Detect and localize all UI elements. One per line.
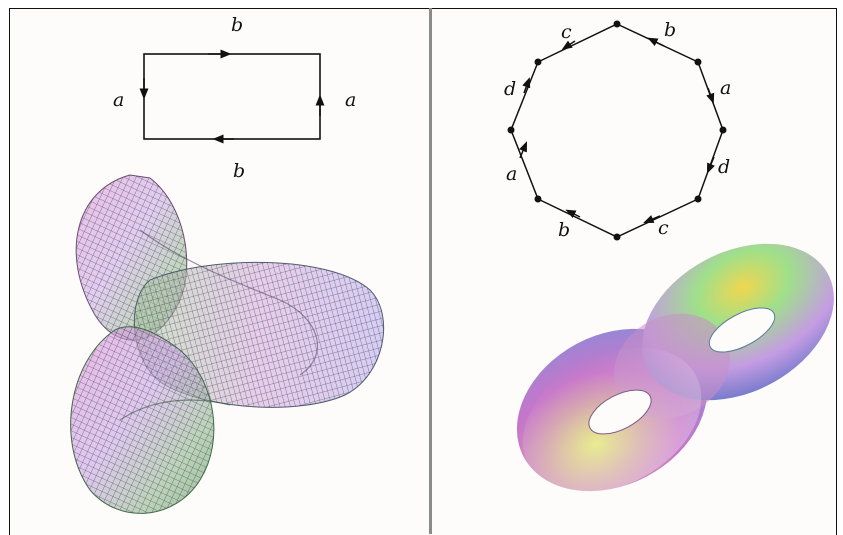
vertex [534,195,542,203]
square-label-left: a [113,89,124,111]
octagon-label: b [558,219,570,241]
octagon-outline [510,23,724,238]
square-label-bottom: b [233,160,245,182]
vertex [613,20,621,28]
vertex [694,58,702,66]
klein-bottle-wireframe-icon [70,174,385,514]
edge-arrow [706,87,715,104]
vertex [534,58,542,66]
octagon-label: a [506,163,517,185]
panel-divider [429,8,432,534]
octagon-label: d [718,156,730,178]
edge-arrow [561,40,576,50]
edge-arrow [522,77,531,94]
octagon-label: c [658,217,669,239]
vertex [507,126,515,134]
octagon-label: d [504,78,516,100]
square-diagram: b b a a [113,14,356,182]
edge-arrow [565,209,581,219]
edge-arrow [706,156,715,174]
vertex [719,126,727,134]
vertex [613,233,621,241]
octagon-diagram: b a d c b a d c [504,19,731,241]
octagon-label: c [561,21,572,43]
torus-hole-icon [708,307,776,353]
double-torus-icon [516,243,834,493]
torus-hole-icon [588,389,652,435]
edge-arrow [647,37,665,47]
octagon-label: b [664,19,676,41]
edge-arrow [519,141,528,159]
square-label-top: b [231,14,243,36]
edge-arrow [643,215,661,224]
vertex [694,195,702,203]
octagon-label: a [720,77,731,99]
square-label-right: a [345,89,356,111]
square-outline [143,53,321,140]
octagon-vertices [507,20,727,241]
